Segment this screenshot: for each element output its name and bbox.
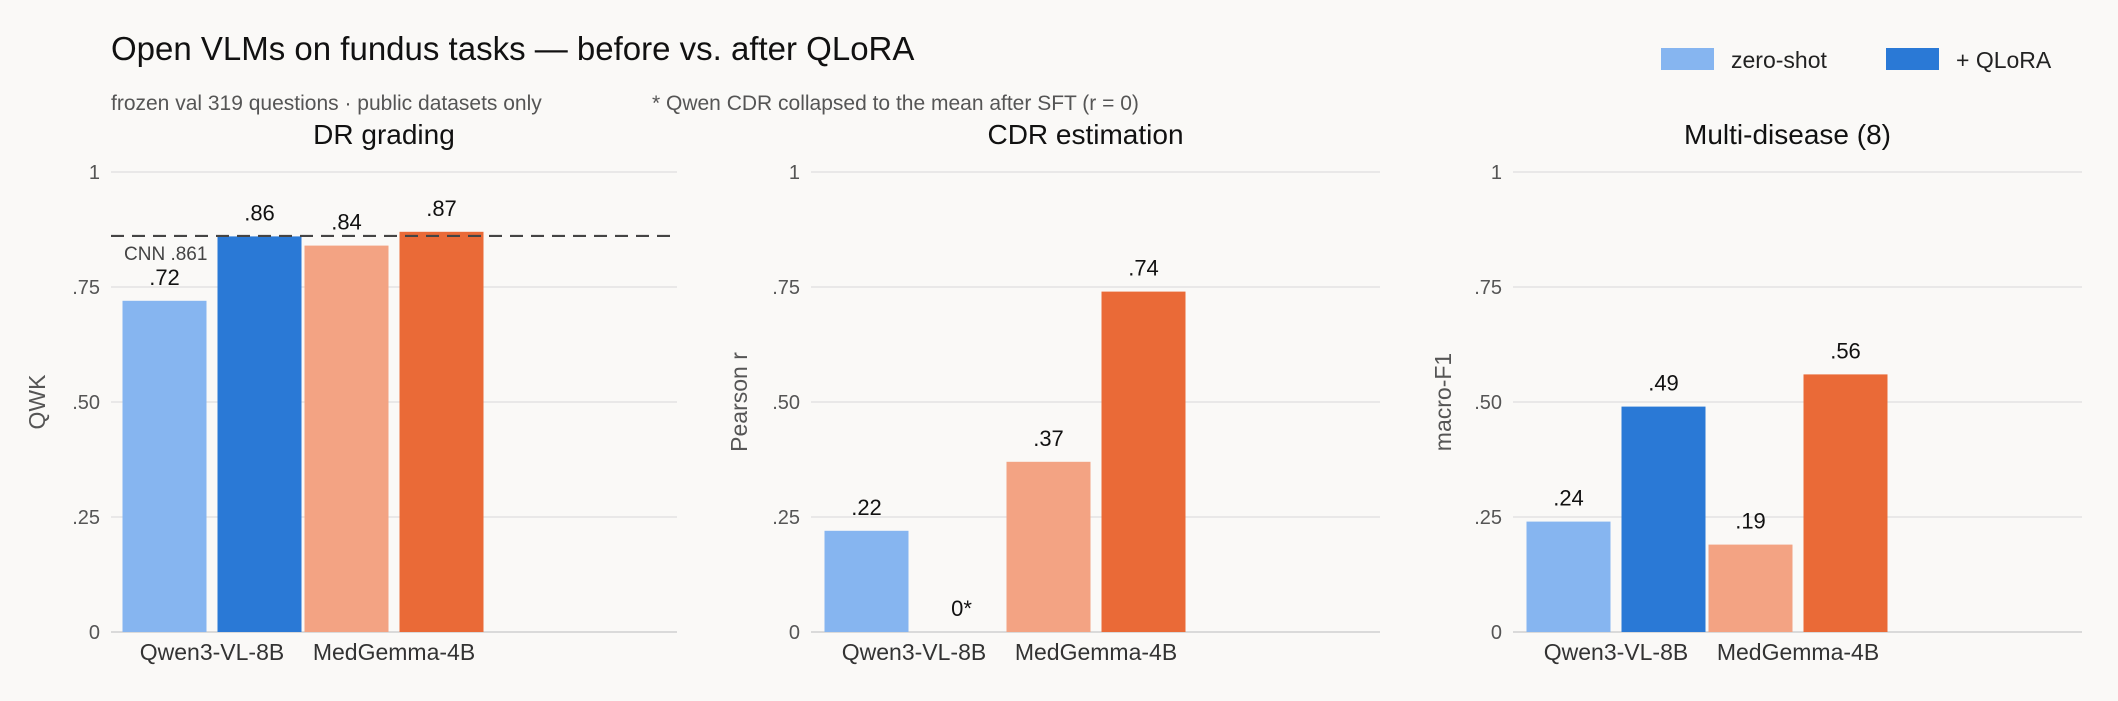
y-tick-label: .50	[1474, 392, 1502, 414]
bar-medgemma-4b-zero-shot	[1006, 461, 1091, 632]
y-tick-label: 0	[89, 622, 100, 644]
y-tick-label: .75	[1474, 277, 1502, 299]
bar-medgemma-4b-zero-shot	[304, 245, 389, 632]
x-category-label: Qwen3-VL-8B	[842, 639, 986, 665]
x-category-label: Qwen3-VL-8B	[1544, 639, 1688, 665]
panel-title: CDR estimation	[987, 119, 1183, 150]
data-label: .22	[851, 495, 882, 520]
panel-3: 0 .25 .50 .75 1 Multi-disease (8) macro-F1 .24.…	[1430, 119, 2082, 665]
x-category-label: MedGemma-4B	[1015, 639, 1177, 665]
y-tick-label: .25	[1474, 507, 1502, 529]
data-label: .72	[149, 265, 180, 290]
y-axis-label: QWK	[24, 374, 50, 430]
y-tick-label: .75	[772, 277, 800, 299]
legend-label-zero-shot: zero-shot	[1731, 47, 1827, 73]
y-tick-label: .75	[72, 277, 100, 299]
bar-qwen3-vl-8b-zero-shot	[1526, 521, 1611, 632]
data-label: .24	[1553, 486, 1584, 511]
data-label: .49	[1648, 371, 1679, 396]
y-axis-label: macro-F1	[1430, 353, 1456, 451]
bar-qwen3-vl-8b-qlora	[217, 236, 302, 632]
y-tick-label: 1	[89, 162, 100, 184]
y-tick-label: .50	[772, 392, 800, 414]
figure-title: Open VLMs on fundus tasks — before vs. a…	[111, 30, 914, 67]
bar-medgemma-4b-zero-shot	[1708, 544, 1793, 632]
bar-medgemma-4b-qlora	[1101, 291, 1186, 632]
panel-1: 0 .25 .50 .75 1 DR grading QWK .72 .86 Qwen3-VL-8…	[24, 119, 677, 665]
data-label: .37	[1033, 426, 1064, 451]
y-tick-label: 1	[1491, 162, 1502, 184]
y-tick-label: .25	[772, 507, 800, 529]
legend-label-qlora: + QLoRA	[1956, 47, 2052, 73]
x-category-label: Qwen3-VL-8B	[140, 639, 284, 665]
data-label: .84	[331, 210, 362, 235]
data-label: 0*	[951, 596, 972, 621]
y-tick-label: 0	[789, 622, 800, 644]
bar-medgemma-4b-qlora	[399, 231, 484, 633]
legend: zero-shot + QLoRA	[1661, 47, 2052, 73]
bar-qwen3-vl-8b-zero-shot	[824, 530, 909, 632]
y-tick-label: 1	[789, 162, 800, 184]
data-label: .86	[244, 200, 275, 225]
data-label: .56	[1830, 338, 1861, 363]
chart-panels: 0 .25 .50 .75 1 DR grading QWK .72 .86 Qwen3-VL-8…	[24, 119, 2082, 665]
data-label: .87	[426, 196, 457, 221]
x-category-label: MedGemma-4B	[313, 639, 475, 665]
figure-subtitle: frozen val 319 questions · public datase…	[111, 92, 542, 115]
y-axis-label: Pearson r	[726, 352, 752, 452]
bar-medgemma-4b-qlora	[1803, 374, 1888, 632]
y-tick-label: .25	[72, 507, 100, 529]
bar-qwen3-vl-8b-qlora	[1621, 406, 1706, 632]
y-tick-label: 0	[1491, 622, 1502, 644]
data-label: .19	[1735, 509, 1766, 534]
y-tick-label: .50	[72, 392, 100, 414]
legend-swatch-zero-shot	[1661, 48, 1714, 70]
x-category-label: MedGemma-4B	[1717, 639, 1879, 665]
panel-title: Multi-disease (8)	[1684, 119, 1891, 150]
reference-line-label: CNN .861	[124, 244, 207, 265]
bar-qwen3-vl-8b-zero-shot	[122, 300, 207, 632]
data-label: .74	[1128, 256, 1159, 281]
figure-note: * Qwen CDR collapsed to the mean after S…	[652, 92, 1139, 115]
panel-2: 0 .25 .50 .75 1 CDR estimation Pearson r .22 0* Q…	[726, 119, 1380, 665]
legend-swatch-qlora	[1886, 48, 1939, 70]
panel-title: DR grading	[313, 119, 455, 150]
